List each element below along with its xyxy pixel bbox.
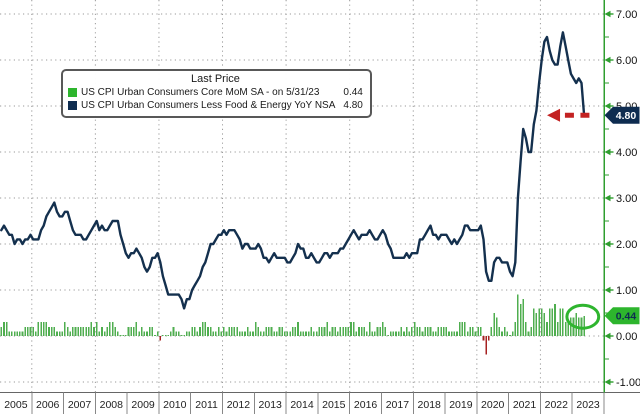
legend-row: US CPI Urban Consumers Less Food & Energ…	[68, 99, 363, 112]
y-tick-1.00: 1.00	[616, 285, 637, 297]
x-tick-2017: 2017	[386, 399, 410, 411]
y-tick-3.00: 3.00	[616, 193, 637, 205]
yoy-line	[0, 31, 586, 310]
y-tick-2.00: 2.00	[616, 239, 637, 251]
x-tick-2019: 2019	[449, 399, 473, 411]
legend-series-label: US CPI Urban Consumers Core MoM SA - on …	[81, 87, 320, 98]
x-tick-2005: 2005	[4, 399, 28, 411]
x-tick-2020: 2020	[481, 399, 505, 411]
legend-series-value: 4.80	[343, 100, 363, 111]
x-tick-2013: 2013	[259, 399, 283, 411]
x-tick-2021: 2021	[513, 399, 537, 411]
y-axis: 7.006.005.004.003.002.001.000.00-1.00	[603, 0, 640, 393]
x-tick-2015: 2015	[322, 399, 346, 411]
x-tick-2016: 2016	[354, 399, 378, 411]
y-tick--1.00: -1.00	[616, 377, 640, 389]
y-tick-4.00: 4.00	[616, 147, 637, 159]
x-tick-2022: 2022	[545, 399, 569, 411]
last-price-badge: 0.44	[604, 307, 640, 325]
last-price-badge: 4.80	[604, 106, 640, 124]
x-tick-2006: 2006	[36, 399, 60, 411]
x-tick-2008: 2008	[100, 399, 124, 411]
x-tick-2010: 2010	[163, 399, 187, 411]
mom-bars	[0, 294, 585, 355]
legend-title: Last Price	[190, 73, 240, 85]
legend-series-label: US CPI Urban Consumers Less Food & Energ…	[81, 100, 336, 111]
legend-row: US CPI Urban Consumers Core MoM SA - on …	[68, 86, 363, 99]
legend-box: Last Price US CPI Urban Consumers Core M…	[61, 69, 372, 118]
arrow-annotation	[547, 108, 590, 122]
legend-swatch-icon	[68, 101, 77, 110]
x-tick-2012: 2012	[227, 399, 251, 411]
x-tick-2009: 2009	[131, 399, 155, 411]
y-tick-6.00: 6.00	[616, 55, 637, 67]
x-tick-2023: 2023	[576, 399, 600, 411]
y-tick-7.00: 7.00	[616, 9, 637, 21]
highlight-ellipse	[565, 303, 601, 330]
x-tick-2007: 2007	[68, 399, 92, 411]
legend-series-value: 0.44	[343, 87, 363, 98]
x-tick-2018: 2018	[418, 399, 442, 411]
x-tick-2014: 2014	[290, 399, 314, 411]
y-tick-0.00: 0.00	[616, 331, 637, 343]
legend-rows: US CPI Urban Consumers Core MoM SA - on …	[68, 86, 363, 112]
badge-value: 4.80	[616, 110, 637, 122]
badge-value: 0.44	[616, 311, 637, 323]
x-axis: 2005 2006 2007 2008 2009 2010 2011 2012 2013 2014…	[0, 391, 640, 414]
x-tick-2011: 2011	[195, 399, 218, 411]
legend-swatch-icon	[68, 88, 77, 97]
